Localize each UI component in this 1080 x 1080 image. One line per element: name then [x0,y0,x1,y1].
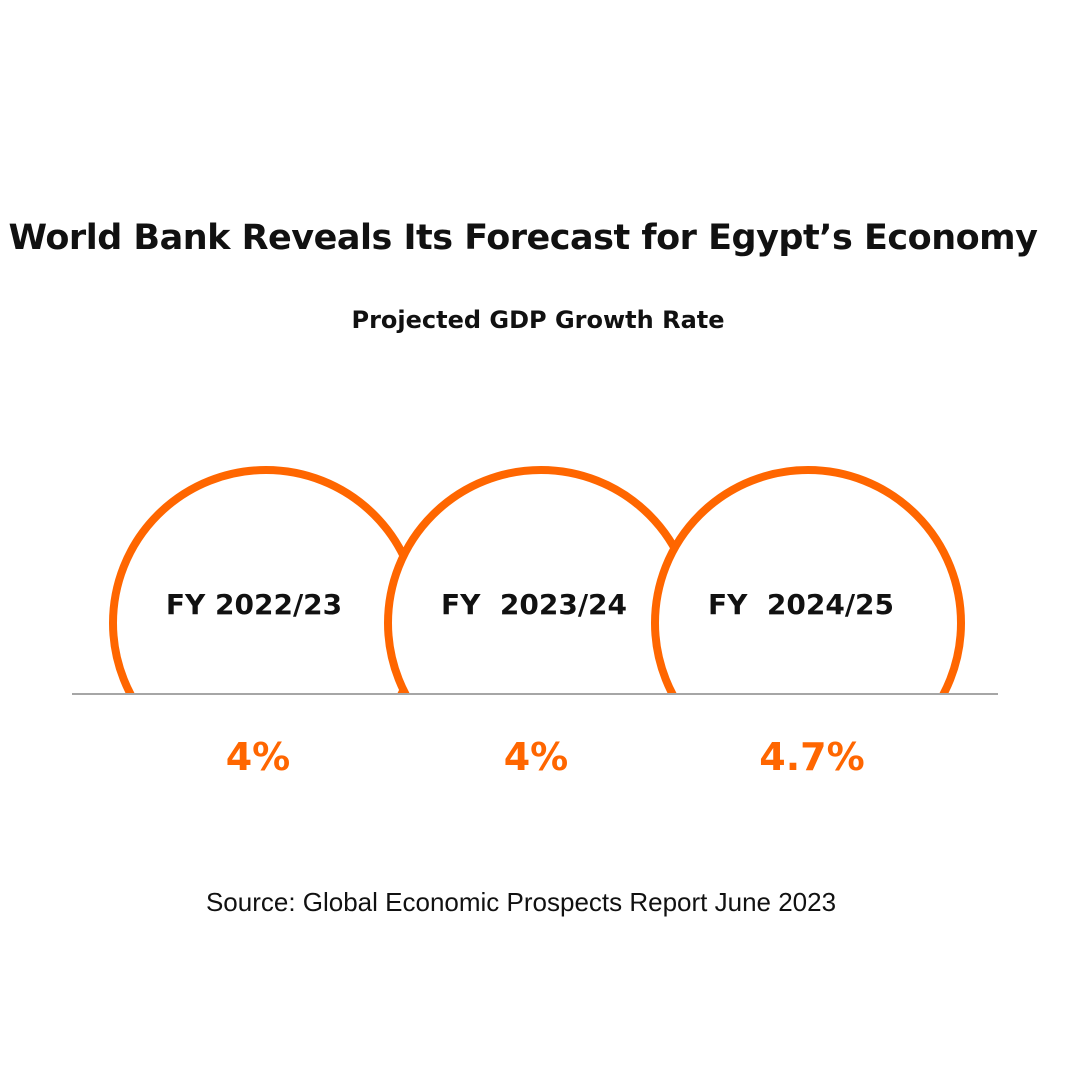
year-label: FY 2022/23 [166,588,342,621]
growth-value: 4% [504,735,569,779]
year-label: FY 2023/24 [441,588,627,621]
page-title: World Bank Reveals Its Forecast for Egyp… [8,218,1038,258]
year-label: FY 2024/25 [708,588,894,621]
year-circle [384,466,698,693]
growth-value: 4% [226,735,291,779]
growth-value: 4.7% [759,735,864,779]
year-circle [109,466,423,693]
year-circle [651,466,965,693]
chart-subtitle: Projected GDP Growth Rate [351,306,725,334]
source-note: Source: Global Economic Prospects Report… [205,887,837,917]
